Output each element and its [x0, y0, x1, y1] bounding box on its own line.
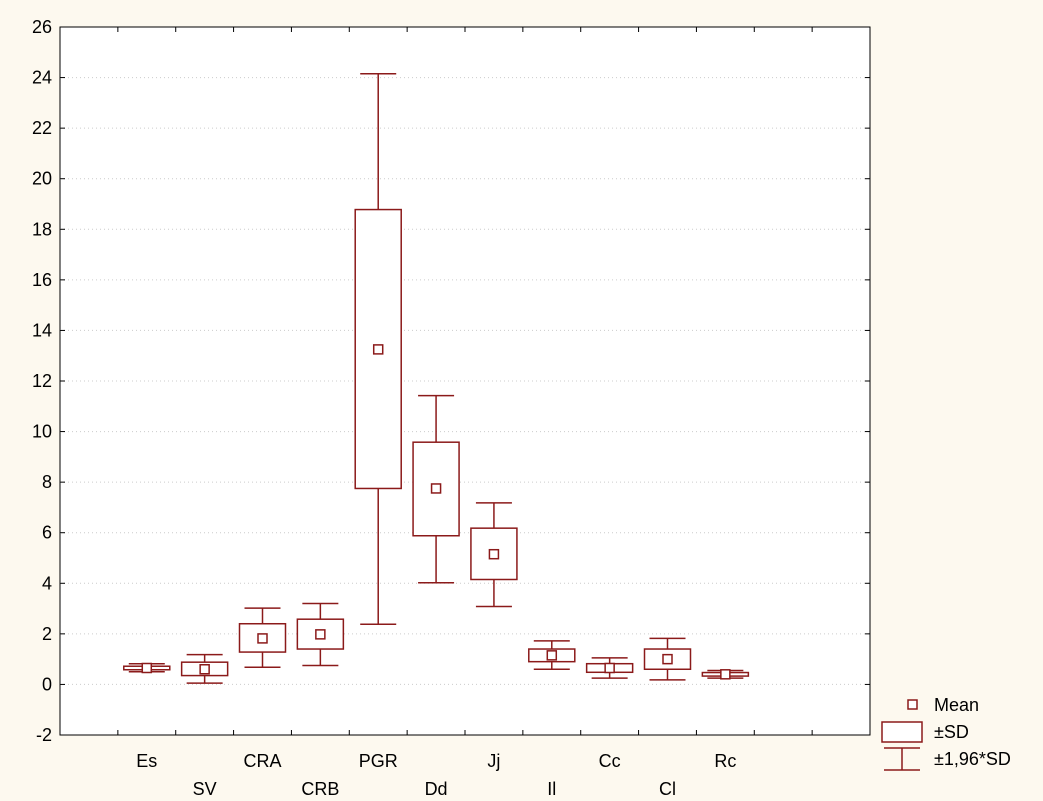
y-tick-label: 24	[32, 68, 52, 88]
y-tick-label: 4	[42, 573, 52, 593]
box-CRA	[238, 607, 287, 668]
mean-marker	[546, 650, 558, 661]
box-Rc	[701, 669, 750, 680]
box-Cc	[585, 657, 634, 679]
legend-label: ±1,96*SD	[934, 749, 1011, 769]
box-CRB	[296, 602, 345, 667]
x-tick-label: CRA	[243, 751, 281, 771]
mean-marker	[662, 653, 673, 665]
mean-marker	[199, 664, 210, 675]
x-tick-label: Dd	[425, 779, 448, 799]
legend-label: ±SD	[934, 722, 969, 742]
y-tick-label: 10	[32, 422, 52, 442]
mean-marker	[141, 662, 153, 674]
box-Jj	[470, 502, 518, 608]
x-tick-label: PGR	[359, 751, 398, 771]
legend-mean-marker	[907, 699, 918, 710]
mean-marker	[257, 633, 268, 644]
x-tick-label: SV	[193, 779, 217, 799]
y-tick-label: 26	[32, 17, 52, 37]
box-SV	[180, 653, 229, 684]
x-tick-label: CRB	[301, 779, 339, 799]
y-tick-label: 14	[32, 320, 52, 340]
y-tick-label: 22	[32, 118, 52, 138]
mean-marker	[720, 669, 731, 680]
box-Il	[528, 640, 576, 671]
x-tick-label: Es	[136, 751, 157, 771]
y-tick-label: 6	[42, 523, 52, 543]
y-tick-label: 20	[32, 169, 52, 189]
y-tick-label: 12	[32, 371, 52, 391]
y-tick-label: 2	[42, 624, 52, 644]
legend-box	[881, 721, 923, 743]
x-tick-label: Cc	[599, 751, 621, 771]
legend-label: Mean	[934, 695, 979, 715]
mean-marker	[430, 483, 442, 494]
box-Es	[123, 662, 171, 674]
x-tick-label: Il	[547, 779, 556, 799]
x-tick-label: Jj	[487, 751, 500, 771]
legend: Mean ±SD ±1,96*SD	[881, 695, 1011, 771]
box-Cl	[643, 637, 692, 681]
mean-marker	[488, 548, 500, 560]
mean-marker	[604, 662, 615, 674]
box-Dd	[412, 394, 460, 584]
y-tick-label: 0	[42, 674, 52, 694]
y-tick-label: 18	[32, 219, 52, 239]
y-tick-label: 8	[42, 472, 52, 492]
x-tick-label: Cl	[659, 779, 676, 799]
mean-marker	[315, 629, 326, 640]
y-tick-label: 16	[32, 270, 52, 290]
mean-marker	[372, 344, 384, 355]
box-PGR	[354, 73, 402, 625]
y-tick-label: -2	[36, 725, 52, 745]
x-tick-label: Rc	[714, 751, 736, 771]
